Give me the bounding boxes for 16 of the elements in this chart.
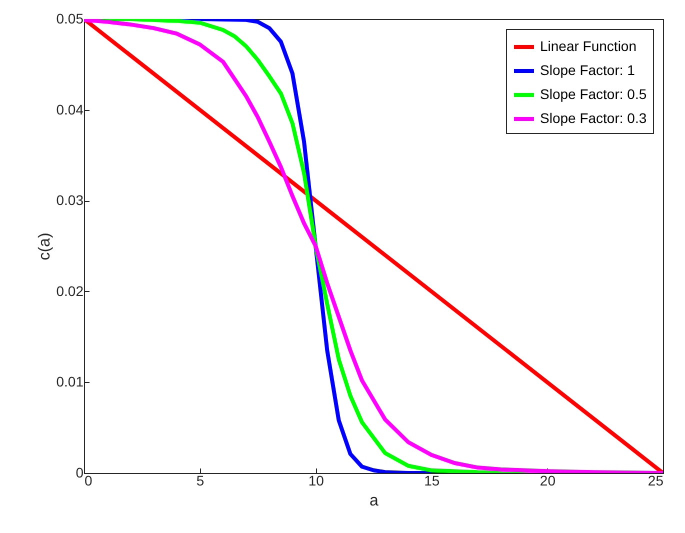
y-tick-label: 0.02 xyxy=(56,282,84,299)
y-tick-label: 0.01 xyxy=(56,374,84,390)
x-tick-label: 20 xyxy=(540,472,556,488)
y-axis-title: c(a) xyxy=(36,232,54,260)
y-tick-label: 0.04 xyxy=(56,101,84,118)
x-axis-title: a xyxy=(370,492,379,510)
y-tick-label: 0.05 xyxy=(56,10,84,26)
legend-label: Slope Factor: 0.3 xyxy=(540,110,647,126)
x-tick-label: 15 xyxy=(424,472,440,488)
legend-label: Slope Factor: 0.5 xyxy=(540,86,647,102)
y-tick-label: 0.03 xyxy=(56,192,84,208)
legend-label: Slope Factor: 1 xyxy=(540,62,636,78)
x-tick-label: 5 xyxy=(196,472,204,488)
legend-label: Linear Function xyxy=(540,38,637,54)
x-tick-label: 10 xyxy=(308,472,324,488)
x-tick-label: 25 xyxy=(648,472,664,488)
